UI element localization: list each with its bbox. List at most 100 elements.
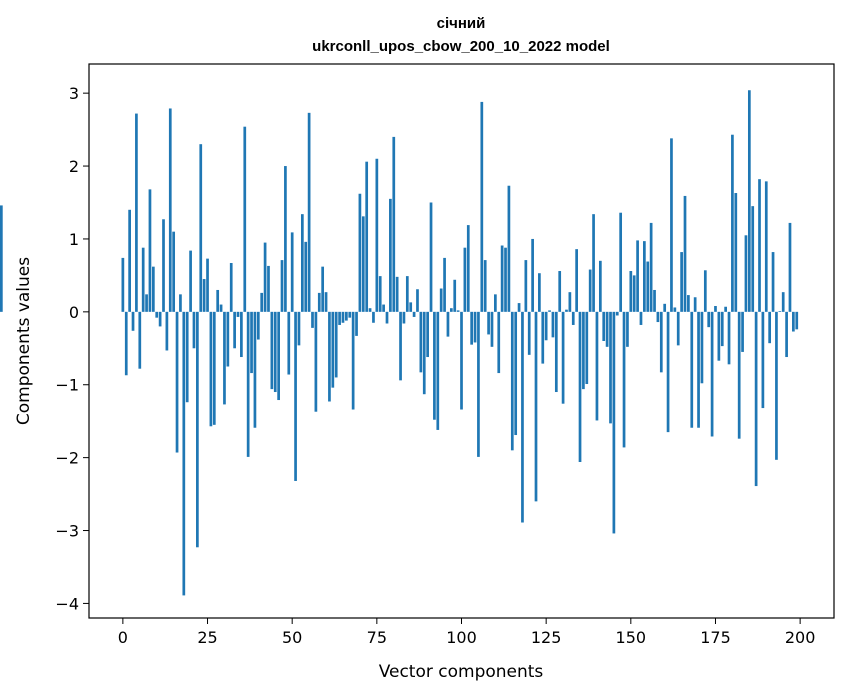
bar xyxy=(714,306,717,312)
bar xyxy=(571,311,575,325)
bar xyxy=(673,307,677,312)
bar xyxy=(314,311,318,412)
bar xyxy=(229,263,233,312)
bar xyxy=(300,214,304,312)
bar xyxy=(524,260,528,312)
bar xyxy=(294,311,297,481)
bar xyxy=(771,252,775,312)
y-tick-label: 1 xyxy=(69,230,79,249)
bar xyxy=(270,311,274,390)
bar xyxy=(768,311,772,344)
bar xyxy=(710,311,714,437)
bar xyxy=(412,311,416,317)
bar xyxy=(453,279,457,312)
bar xyxy=(212,311,216,425)
bar xyxy=(578,311,582,462)
bar xyxy=(751,206,755,312)
bar xyxy=(473,311,477,343)
bar xyxy=(273,311,277,393)
bar xyxy=(263,242,267,312)
y-tick-label: 0 xyxy=(69,303,79,322)
y-axis-ticks: −4 −3 −2 −1 0 1 2 3 xyxy=(55,84,89,613)
bar xyxy=(460,311,463,410)
bar xyxy=(321,266,325,312)
bar xyxy=(680,252,683,312)
bar xyxy=(331,311,335,388)
plot-frame xyxy=(88,63,835,619)
bar xyxy=(284,166,287,312)
bar xyxy=(382,304,385,312)
y-tick-label: −1 xyxy=(55,376,79,395)
bar xyxy=(693,297,697,312)
bar xyxy=(267,265,270,312)
bar xyxy=(433,311,436,420)
bar xyxy=(416,289,419,312)
bar xyxy=(297,311,301,346)
bar xyxy=(175,311,179,453)
bar xyxy=(290,232,294,312)
bar xyxy=(355,311,358,336)
bar xyxy=(358,193,362,312)
bar xyxy=(477,311,480,457)
bar xyxy=(487,311,490,335)
bar xyxy=(324,292,328,312)
x-tick-label: 0 xyxy=(118,628,128,647)
x-tick-label: 75 xyxy=(367,628,387,647)
bar xyxy=(683,195,687,312)
bar xyxy=(138,311,142,369)
bar xyxy=(561,311,565,404)
bar xyxy=(649,222,653,312)
bar xyxy=(463,247,467,312)
bar xyxy=(439,288,443,312)
bar xyxy=(632,275,636,312)
bar xyxy=(605,311,609,347)
bar xyxy=(510,311,514,451)
bar xyxy=(602,311,606,341)
bar xyxy=(385,311,389,324)
bar xyxy=(788,222,792,312)
bar xyxy=(737,311,741,439)
bar xyxy=(256,311,260,340)
bar xyxy=(480,101,484,312)
bar xyxy=(582,311,585,390)
bar xyxy=(148,189,152,312)
y-tick-label: −3 xyxy=(55,522,79,541)
bar xyxy=(653,289,656,312)
bar xyxy=(785,311,788,358)
bar xyxy=(687,295,690,312)
bar xyxy=(795,311,799,330)
bar xyxy=(764,181,768,312)
bar xyxy=(304,241,308,312)
bar xyxy=(504,247,507,312)
bar xyxy=(588,269,592,312)
bar xyxy=(446,311,450,337)
bar xyxy=(500,245,504,312)
bar xyxy=(345,311,348,321)
bar xyxy=(744,235,748,312)
bar xyxy=(141,247,145,312)
bar xyxy=(162,219,165,312)
x-tick-label: 25 xyxy=(197,628,217,647)
x-tick-label: 100 xyxy=(446,628,477,647)
bar xyxy=(392,136,396,312)
bar xyxy=(720,311,724,347)
bar xyxy=(199,144,203,312)
bar xyxy=(246,311,250,457)
bar xyxy=(361,216,365,312)
bar xyxy=(778,311,782,312)
bar xyxy=(185,311,189,403)
bar xyxy=(494,294,497,312)
bar xyxy=(727,311,731,365)
bar xyxy=(619,212,623,312)
bar xyxy=(598,260,602,312)
bar xyxy=(707,311,711,328)
bar xyxy=(741,311,744,352)
bar xyxy=(629,271,633,312)
bar xyxy=(676,311,680,346)
bar xyxy=(277,311,280,401)
chart-subtitle: ukrconll_upos_cbow_200_10_2022 model xyxy=(312,38,610,55)
bar xyxy=(554,311,558,393)
bar xyxy=(700,311,704,384)
bar xyxy=(507,185,511,312)
bar xyxy=(527,311,531,355)
